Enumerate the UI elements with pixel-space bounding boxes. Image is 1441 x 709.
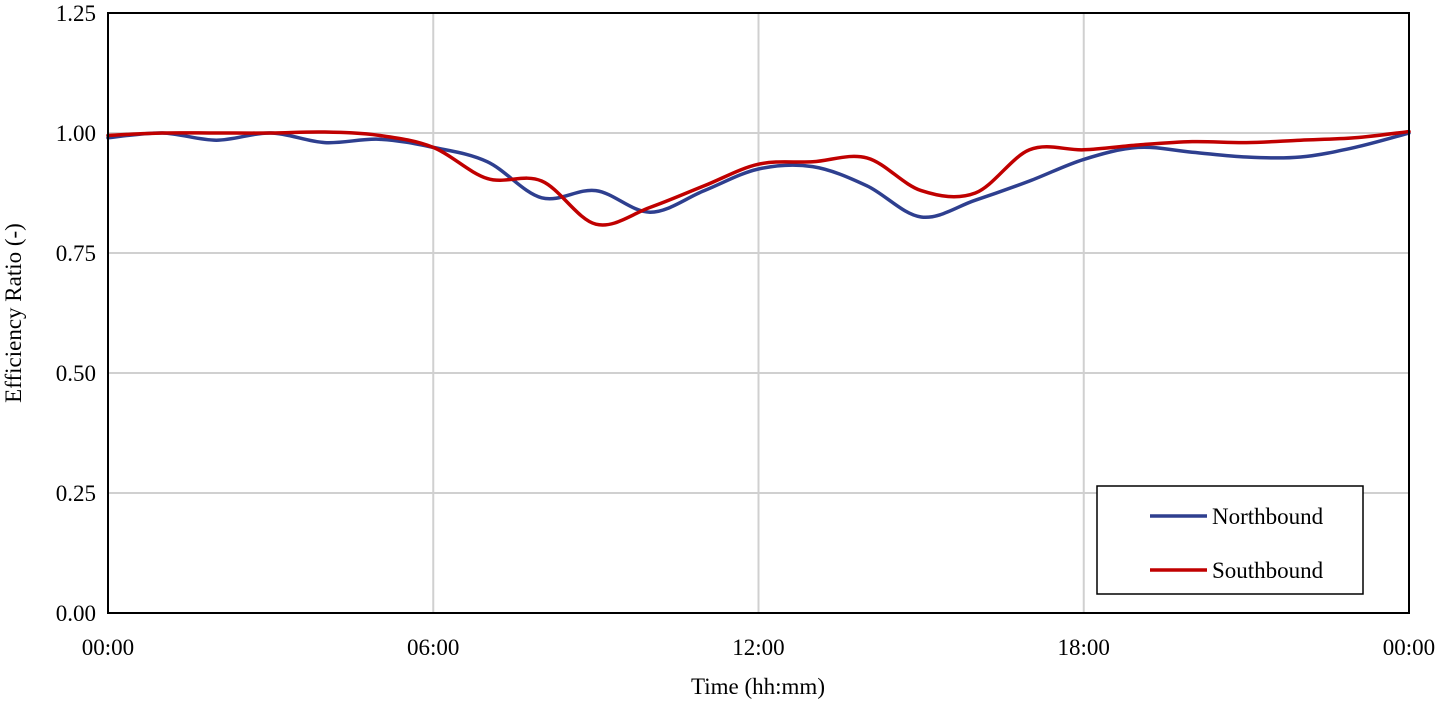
x-tick-label: 00:00: [1383, 635, 1435, 660]
y-tick-labels: 0.00 0.25 0.50 0.75 1.00 1.25: [56, 1, 96, 626]
series-line-southbound: [106, 129, 1411, 227]
x-axis-label: Time (hh:mm): [691, 674, 825, 699]
legend: Northbound Southbound: [1096, 485, 1364, 595]
y-tick-label: 0.50: [56, 361, 96, 386]
legend-label-northbound: Northbound: [1212, 504, 1324, 529]
x-tick-labels: 00:00 06:00 12:00 18:00 00:00: [82, 635, 1435, 660]
x-tick-label: 06:00: [407, 635, 459, 660]
y-axis-label: Efficiency Ratio (-): [1, 223, 26, 403]
y-tick-label: 1.00: [56, 121, 96, 146]
x-tick-label: 18:00: [1058, 635, 1110, 660]
legend-box: [1096, 485, 1364, 595]
plot-frame: [107, 12, 1410, 614]
x-tick-label: 12:00: [732, 635, 784, 660]
legend-label-southbound: Southbound: [1212, 558, 1324, 583]
series-line-northbound: [106, 131, 1411, 219]
y-tick-label: 0.00: [56, 601, 96, 626]
series-layer: [106, 129, 1411, 227]
y-tick-label: 1.25: [56, 1, 96, 26]
y-tick-label: 0.75: [56, 241, 96, 266]
y-tick-label: 0.25: [56, 481, 96, 506]
x-tick-label: 00:00: [82, 635, 134, 660]
